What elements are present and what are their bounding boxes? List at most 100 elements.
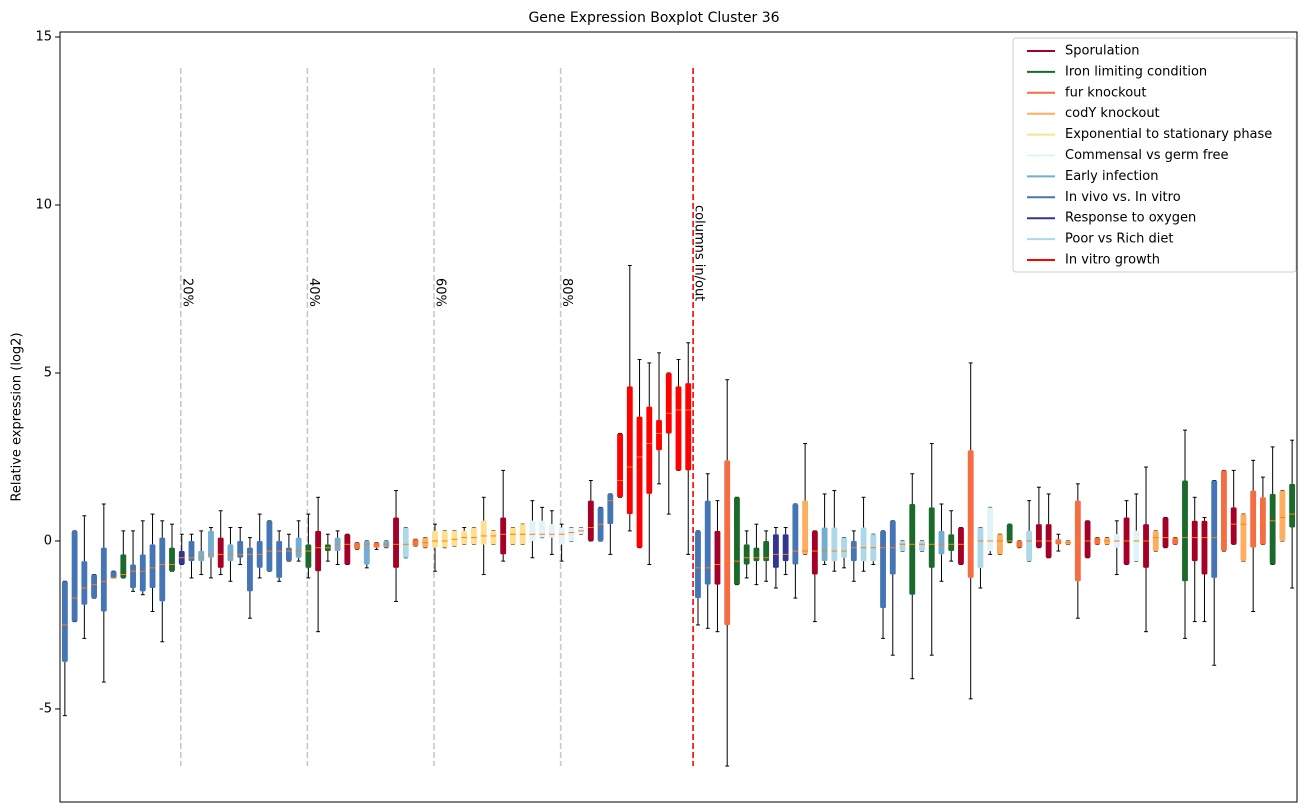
box (695, 530, 701, 599)
box (948, 534, 955, 552)
box (130, 564, 136, 588)
legend-label: In vitro growth (1065, 253, 1160, 268)
box (91, 574, 98, 599)
box (402, 527, 409, 558)
box (997, 534, 1003, 555)
box (188, 540, 195, 562)
box (1221, 470, 1227, 552)
box (276, 540, 283, 578)
box (1250, 490, 1257, 548)
box (237, 540, 244, 558)
box (811, 530, 818, 575)
box (1182, 480, 1188, 582)
box (977, 527, 984, 568)
legend-label: fur knockout (1065, 85, 1147, 100)
y-tick-label: -5 (39, 701, 52, 716)
legend-label: Poor vs Rich diet (1065, 232, 1173, 247)
box (860, 527, 867, 562)
box (490, 530, 497, 545)
box (675, 386, 682, 471)
box (1269, 493, 1276, 565)
box (81, 561, 88, 605)
box (363, 540, 370, 565)
box (928, 507, 935, 568)
box (626, 386, 633, 515)
box (1143, 524, 1149, 568)
box (441, 530, 448, 548)
box (120, 554, 127, 578)
box (617, 433, 623, 498)
box (61, 581, 68, 662)
legend-frame (1012, 37, 1297, 273)
box (1152, 530, 1159, 552)
box (772, 534, 779, 568)
box (1211, 480, 1218, 578)
box (1191, 520, 1198, 562)
box (110, 571, 117, 578)
box (509, 527, 516, 545)
box (1026, 530, 1033, 562)
legend-label: Iron limiting condition (1065, 64, 1207, 79)
box (208, 530, 214, 558)
box (100, 547, 107, 612)
box (743, 544, 750, 565)
legend-label: Response to oxygen (1065, 211, 1196, 226)
legend-label: Exponential to stationary phase (1065, 127, 1272, 142)
box (967, 450, 974, 578)
box (393, 517, 399, 568)
box (919, 540, 925, 552)
box (782, 534, 789, 562)
box (1172, 537, 1179, 545)
box (656, 420, 662, 451)
box (500, 517, 507, 555)
box (899, 540, 906, 552)
legend-label: Commensal vs germ free (1065, 148, 1228, 163)
box (1240, 514, 1247, 562)
box (1201, 520, 1208, 575)
legend-label: In vivo vs. In vitro (1065, 190, 1181, 205)
box (139, 554, 146, 592)
box (198, 551, 205, 562)
legend-label: codY knockout (1065, 106, 1160, 121)
box (909, 504, 916, 595)
box (880, 530, 886, 609)
box (821, 527, 828, 562)
box (1035, 524, 1042, 548)
box (587, 500, 594, 541)
box (285, 547, 292, 562)
box (841, 537, 848, 558)
box (831, 527, 838, 562)
box (295, 537, 302, 558)
box (850, 540, 857, 562)
box (685, 383, 692, 471)
box (704, 500, 711, 585)
box (568, 527, 575, 541)
box (753, 547, 760, 562)
reference-label: 60% (433, 278, 448, 307)
box (305, 544, 312, 568)
box (792, 504, 799, 565)
box (247, 547, 253, 592)
reference-label: 20% (179, 278, 194, 307)
box (169, 547, 175, 572)
box (1006, 524, 1013, 543)
box (149, 544, 156, 588)
plot-frame (59, 31, 1298, 803)
box (71, 530, 78, 622)
box (1279, 490, 1286, 541)
box (938, 530, 945, 555)
box (802, 500, 809, 555)
legend: Sporulation Iron limiting condition fur kn… (1012, 37, 1297, 273)
box (714, 530, 721, 585)
box (763, 540, 770, 562)
box (724, 460, 731, 625)
y-tick-label: 15 (35, 30, 52, 45)
box (1084, 520, 1091, 558)
box (734, 497, 740, 585)
y-tick-label: 10 (35, 198, 52, 213)
box (958, 527, 964, 565)
box (432, 530, 438, 548)
reference-label: columns in/out (692, 205, 707, 301)
box (548, 524, 555, 538)
